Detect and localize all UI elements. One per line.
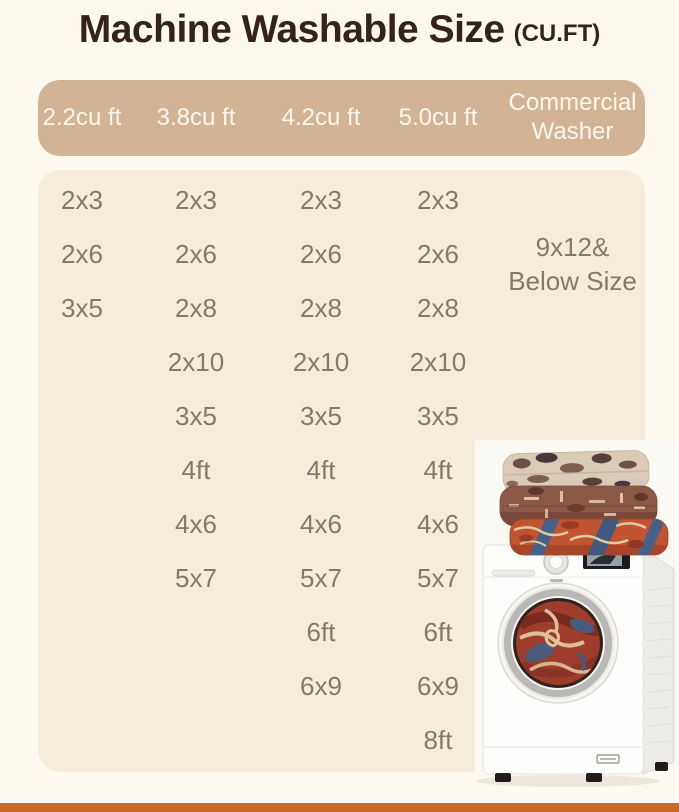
size-cell: 6x9	[417, 670, 459, 701]
size-cell: 2x6	[300, 238, 342, 269]
rug-top	[502, 450, 650, 494]
detergent-drawer	[491, 569, 536, 577]
commercial-note-line1: 9x12&	[535, 232, 610, 263]
size-cell: 2x8	[417, 292, 459, 323]
size-cell: 2x3	[175, 184, 217, 215]
washing-machine-illustration	[475, 440, 679, 787]
column-header-4-2cuft: 4.2cu ft	[281, 103, 361, 131]
page-title-unit: (CU.FT)	[513, 20, 601, 47]
brand-logo	[550, 579, 563, 582]
column-header-5-0cuft: 5.0cu ft	[398, 103, 478, 131]
washer-door	[497, 582, 619, 704]
size-cell: 2x8	[300, 292, 342, 323]
washing-machine-photo	[450, 440, 679, 805]
washer-feet	[495, 762, 668, 782]
size-cell: 5x7	[417, 562, 459, 593]
size-cell: 4x6	[417, 508, 459, 539]
commercial-washer-note: 9x12& Below Size	[500, 211, 645, 319]
size-cell: 2x10	[292, 346, 350, 377]
size-cell: 6x9	[300, 670, 342, 701]
column-header-2-2cuft: 2.2cu ft	[42, 103, 122, 131]
page-title-main: Machine Washable Size	[78, 8, 505, 51]
size-cell: 5x7	[300, 562, 342, 593]
size-cell: 6ft	[423, 616, 453, 647]
size-cell: 2x6	[175, 238, 217, 269]
size-cell: 8ft	[423, 724, 453, 755]
rug-stack	[499, 450, 669, 556]
size-cell: 3x5	[175, 400, 217, 431]
size-cell: 3x5	[61, 292, 103, 323]
rug-bottom	[509, 518, 669, 556]
column-header-3-8cuft: 3.8cu ft	[156, 103, 236, 131]
size-cell: 2x6	[61, 238, 103, 269]
size-cell: 4ft	[181, 454, 211, 485]
size-cell: 3x5	[417, 400, 459, 431]
size-cell: 2x10	[167, 346, 225, 377]
size-cell: 4x6	[175, 508, 217, 539]
size-cell: 6ft	[306, 616, 336, 647]
size-cell: 2x10	[409, 346, 467, 377]
size-cell: 3x5	[300, 400, 342, 431]
size-cell: 2x3	[61, 184, 103, 215]
table-header-row: 2.2cu ft 3.8cu ft 4.2cu ft 5.0cu ft Comm…	[38, 80, 645, 156]
size-cell: 4ft	[423, 454, 453, 485]
floor-shadow	[476, 775, 660, 787]
size-cell: 4x6	[300, 508, 342, 539]
size-cell: 2x3	[300, 184, 342, 215]
commercial-note-line2: Below Size	[508, 266, 637, 296]
size-cell: 4ft	[306, 454, 336, 485]
column-header-commercial: Commercial Washer	[508, 89, 637, 145]
page-title: Machine Washable Size (CU.FT)	[0, 2, 679, 58]
rug-in-drum	[516, 601, 600, 685]
size-cell: 2x8	[175, 292, 217, 323]
size-cell: 5x7	[175, 562, 217, 593]
size-cell: 2x6	[417, 238, 459, 269]
size-cell: 2x3	[417, 184, 459, 215]
washer-control-panel	[491, 549, 630, 582]
kick-vent	[596, 754, 620, 764]
bottom-accent-bar	[0, 803, 679, 812]
